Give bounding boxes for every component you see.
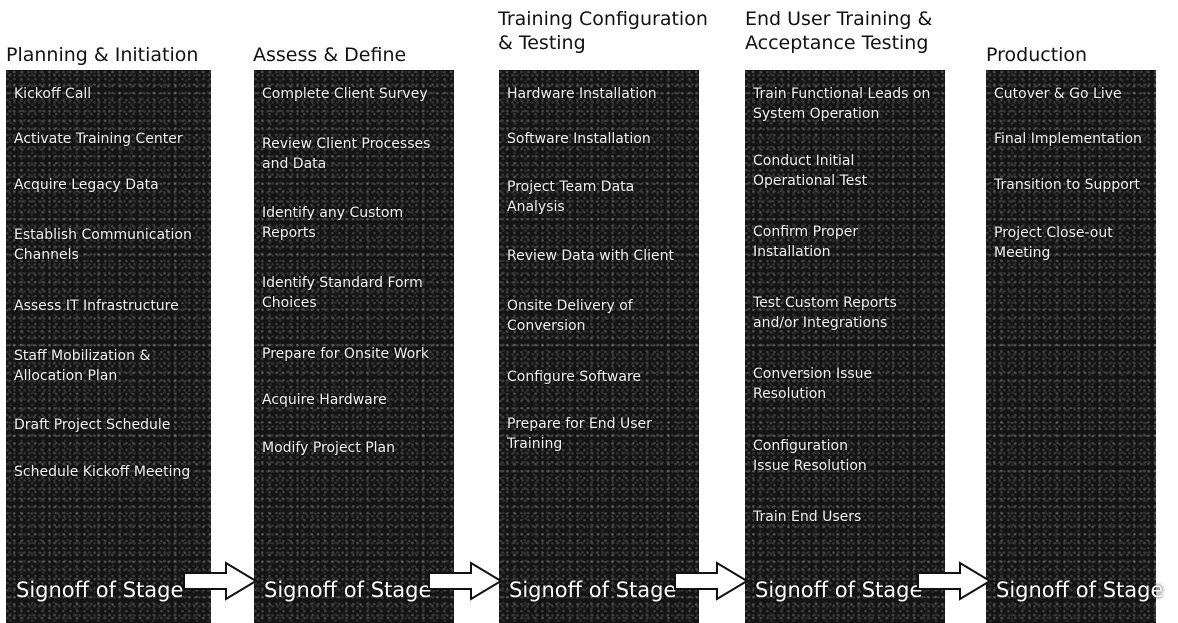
stage-title-training-config: Training Configuration & Testing: [498, 8, 708, 54]
task-item: Staff Mobilization & Allocation Plan: [14, 348, 151, 384]
task-item: Software Installation: [507, 131, 651, 147]
task-item: Conversion Issue Resolution: [753, 366, 873, 402]
task-item: Schedule Kickoff Meeting: [14, 464, 191, 480]
task-item: Prepare for Onsite Work: [262, 346, 430, 362]
stage-title-assess: Assess & Define: [253, 44, 407, 66]
task-item: Project Team Data Analysis: [507, 179, 635, 215]
task-item: Configure Software: [507, 369, 642, 385]
task-item: Conduct Initial Operational Test: [753, 153, 868, 189]
signoff-label: Signoff of Stage: [755, 578, 923, 602]
right-arrow-icon: [917, 561, 992, 601]
signoff-label: Signoff of Stage: [996, 578, 1164, 602]
task-item: Draft Project Schedule: [14, 417, 171, 433]
task-item: Project Close-out Meeting: [994, 225, 1113, 261]
signoff-label: Signoff of Stage: [264, 578, 432, 602]
task-item: Identify Standard Form Choices: [262, 275, 423, 311]
task-item: Establish Communication Channels: [14, 227, 192, 263]
task-item: Review Data with Client: [507, 248, 674, 264]
stage-title-end-user-training: End User Training & Acceptance Testing: [745, 8, 933, 54]
task-item: Onsite Delivery of Conversion: [507, 298, 633, 334]
task-item: Confirm Proper Installation: [753, 224, 859, 260]
right-arrow-icon: [183, 561, 258, 601]
task-item: Assess IT Infrastructure: [14, 298, 179, 314]
task-item: Transition to Support: [994, 177, 1141, 193]
task-item: Prepare for End User Training: [507, 416, 652, 452]
task-item: Train End Users: [753, 509, 862, 525]
task-item: Kickoff Call: [14, 86, 92, 102]
right-arrow-icon: [674, 561, 749, 601]
right-arrow-icon: [428, 561, 503, 601]
task-item: Cutover & Go Live: [994, 86, 1122, 102]
stage-column-production: Cutover & Go Live Final Implementation T…: [986, 70, 1163, 623]
task-item: Identify any Custom Reports: [262, 205, 404, 241]
task-item: Review Client Processes and Data: [262, 136, 431, 172]
task-item: Configuration Issue Resolution: [753, 438, 867, 474]
task-item: Train Functional Leads on System Operati…: [753, 86, 931, 122]
signoff-label: Signoff of Stage: [509, 578, 677, 602]
stage-column-end-user-training: Train Functional Leads on System Operati…: [745, 70, 945, 623]
stage-title-planning: Planning & Initiation: [6, 44, 199, 66]
stage-title-production: Production: [986, 44, 1088, 66]
stage-column-training-config: Hardware Installation Software Installat…: [499, 70, 699, 623]
task-item: Modify Project Plan: [262, 440, 395, 456]
stage-column-assess: Complete Client Survey Review Client Pro…: [254, 70, 454, 623]
task-item: Activate Training Center: [14, 131, 183, 147]
signoff-label: Signoff of Stage: [16, 578, 184, 602]
task-item: Hardware Installation: [507, 86, 657, 102]
task-item: Acquire Hardware: [262, 392, 387, 408]
task-item: Test Custom Reports and/or Integrations: [753, 295, 897, 331]
task-item: Final Implementation: [994, 131, 1142, 147]
task-item: Acquire Legacy Data: [14, 177, 159, 193]
stage-column-planning: Kickoff Call Activate Training Center Ac…: [6, 70, 211, 623]
task-item: Complete Client Survey: [262, 86, 428, 102]
